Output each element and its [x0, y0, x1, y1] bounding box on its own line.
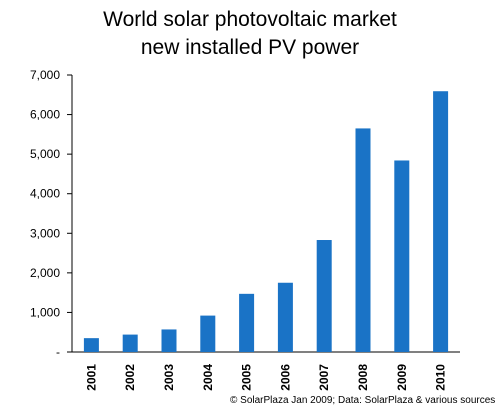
bar-2004 — [200, 315, 216, 352]
chart-subtitle: new installed PV power — [140, 36, 360, 59]
y-tick-label: 1,000 — [30, 305, 60, 319]
y-tick-label: 6,000 — [30, 108, 60, 122]
chart-title-block: World solar photovoltaic market new inst… — [0, 6, 500, 62]
bar-2010 — [433, 91, 449, 352]
bar-2005 — [239, 293, 255, 352]
x-tick-label: 2001 — [84, 364, 98, 391]
source-note: © SolarPlaza Jan 2009; Data: SolarPlaza … — [230, 395, 496, 406]
bar-2009 — [394, 160, 410, 352]
bar-2007 — [316, 240, 332, 352]
x-tick-label: 2002 — [123, 364, 137, 391]
y-tick-label: 5,000 — [30, 147, 60, 161]
chart-title: World solar photovoltaic market — [103, 8, 397, 31]
y-tick-label: 2,000 — [30, 266, 60, 280]
y-tick-label: - — [56, 345, 60, 359]
y-tick-label: 7,000 — [30, 68, 60, 82]
x-tick-label: 2008 — [356, 364, 370, 391]
x-tick-label: 2007 — [317, 364, 331, 391]
x-tick-label: 2009 — [395, 364, 409, 391]
bar-2006 — [277, 282, 293, 352]
x-tick-label: 2006 — [278, 364, 292, 391]
y-tick-label: 4,000 — [30, 187, 60, 201]
x-tick-label: 2005 — [240, 364, 254, 391]
bar-2003 — [161, 329, 177, 352]
x-tick-label: 2010 — [434, 364, 448, 391]
bar-2002 — [122, 334, 138, 352]
x-tick-label: 2003 — [162, 364, 176, 391]
bar-2008 — [355, 128, 371, 352]
y-tick-label: 3,000 — [30, 226, 60, 240]
bar-2001 — [83, 338, 99, 352]
x-tick-label: 2004 — [201, 364, 215, 391]
